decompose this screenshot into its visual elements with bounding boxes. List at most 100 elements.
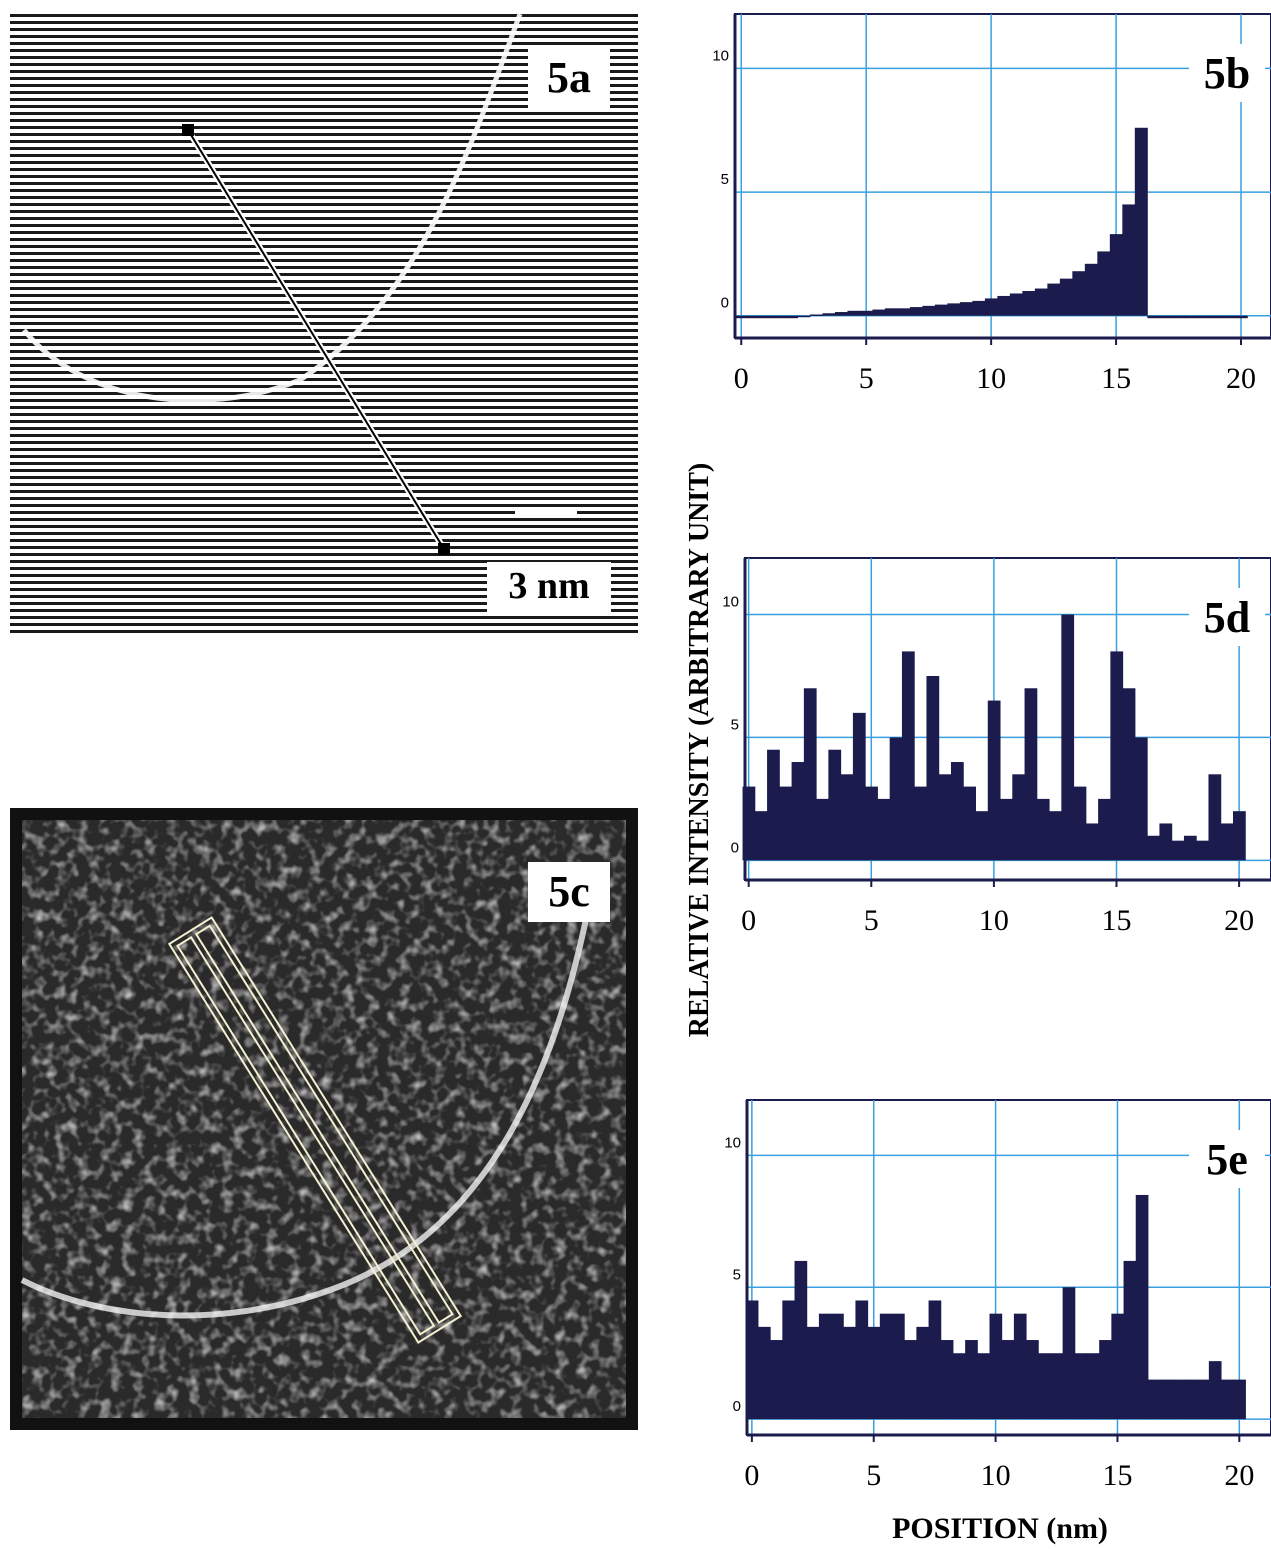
bar: [1183, 835, 1197, 861]
bar: [892, 1313, 905, 1420]
bar: [884, 308, 898, 316]
bar: [1147, 1379, 1161, 1420]
bar: [855, 1300, 869, 1420]
bar: [847, 310, 861, 316]
bar: [972, 300, 986, 316]
x-tick-label: 20: [1224, 904, 1254, 937]
bar: [867, 1326, 881, 1420]
bar: [1220, 823, 1234, 861]
panel-label: 5a: [547, 53, 591, 102]
bar: [950, 762, 964, 861]
bar: [1059, 278, 1073, 316]
bar: [1099, 1340, 1112, 1420]
bar: [1184, 1379, 1198, 1420]
bar: [757, 1326, 771, 1420]
bar: [822, 313, 836, 316]
x-tick-label: 20: [1226, 362, 1256, 395]
bar: [1061, 614, 1075, 861]
bar: [1196, 840, 1209, 861]
bar: [1233, 1379, 1246, 1420]
scale-bar-label: 3 nm: [508, 565, 589, 607]
bar: [784, 315, 798, 319]
bar: [1074, 1353, 1088, 1420]
bar: [959, 302, 973, 316]
bar: [872, 309, 886, 316]
bar: [1123, 1260, 1137, 1420]
title-box: [1189, 588, 1265, 646]
bar: [770, 1340, 783, 1420]
bar: [745, 1300, 759, 1420]
chart-title: 5d: [1204, 593, 1250, 642]
bar: [1110, 651, 1124, 861]
title-box: [1189, 44, 1265, 102]
x-tick-label: 5: [864, 904, 879, 937]
bar: [1134, 737, 1148, 861]
bar: [1036, 798, 1050, 861]
bar: [1084, 263, 1098, 316]
bar: [1073, 786, 1087, 861]
bar: [1196, 1379, 1210, 1420]
bar: [965, 1340, 978, 1420]
bar: [1135, 1194, 1149, 1420]
bar: [926, 675, 940, 861]
bar: [803, 688, 817, 861]
chart-title: 5e: [1206, 1135, 1248, 1184]
panel-label: 5c: [548, 867, 590, 916]
bar: [859, 310, 873, 316]
bar: [952, 1353, 966, 1420]
bar: [1208, 1361, 1222, 1420]
bar: [975, 811, 989, 861]
bar: [1062, 1287, 1076, 1420]
x-tick-label: 0: [734, 362, 749, 395]
bar: [1222, 315, 1236, 319]
bar: [818, 1313, 832, 1420]
x-tick-label: 20: [1224, 1459, 1254, 1492]
bar: [916, 1326, 930, 1420]
bar: [1184, 315, 1198, 319]
bar: [1109, 234, 1123, 316]
y-tick-label: 5: [731, 716, 739, 733]
bar: [1097, 251, 1111, 316]
bar: [779, 786, 793, 861]
x-tick-label: 5: [859, 362, 874, 395]
bar: [977, 1353, 991, 1420]
y-tick-label: 5: [721, 171, 729, 188]
y-tick-label: 10: [712, 47, 729, 64]
bar: [1232, 811, 1246, 861]
bar: [828, 749, 842, 861]
bar: [747, 315, 761, 319]
image-5c: 5c: [10, 808, 638, 1430]
x-axis-label: POSITION (nm): [892, 1512, 1108, 1545]
y-tick-label: 0: [721, 295, 729, 312]
bar: [1009, 293, 1023, 316]
bar: [889, 737, 903, 861]
bar: [754, 811, 768, 861]
bar: [816, 798, 829, 861]
bar: [997, 295, 1011, 316]
bar: [1172, 1379, 1185, 1420]
bar: [909, 307, 923, 316]
y-tick-label: 0: [733, 1398, 741, 1415]
bar: [782, 1300, 796, 1420]
y-axis-label: RELATIVE INTENSITY (ARBITRARY UNIT): [684, 463, 715, 1037]
bar: [831, 1313, 844, 1420]
bar: [1086, 1353, 1100, 1420]
bar: [928, 1300, 942, 1420]
bar: [1038, 1353, 1051, 1420]
bar: [852, 712, 866, 861]
bar: [1134, 127, 1148, 316]
bar: [767, 749, 780, 861]
bar: [834, 312, 848, 316]
bar: [1047, 283, 1061, 316]
title-box: [1189, 1130, 1265, 1188]
bar: [940, 1340, 954, 1420]
bar: [772, 315, 786, 319]
bar: [1049, 811, 1062, 861]
bar: [1221, 1379, 1234, 1420]
bar: [1172, 315, 1186, 319]
chart: 0 5 10 0 5 10 15 20 5d: [722, 557, 1271, 937]
bar: [797, 315, 811, 318]
chart: 0 5 10 0 5 10 15 20 5b: [712, 13, 1271, 395]
bar: [963, 786, 977, 861]
bar: [1122, 204, 1136, 316]
